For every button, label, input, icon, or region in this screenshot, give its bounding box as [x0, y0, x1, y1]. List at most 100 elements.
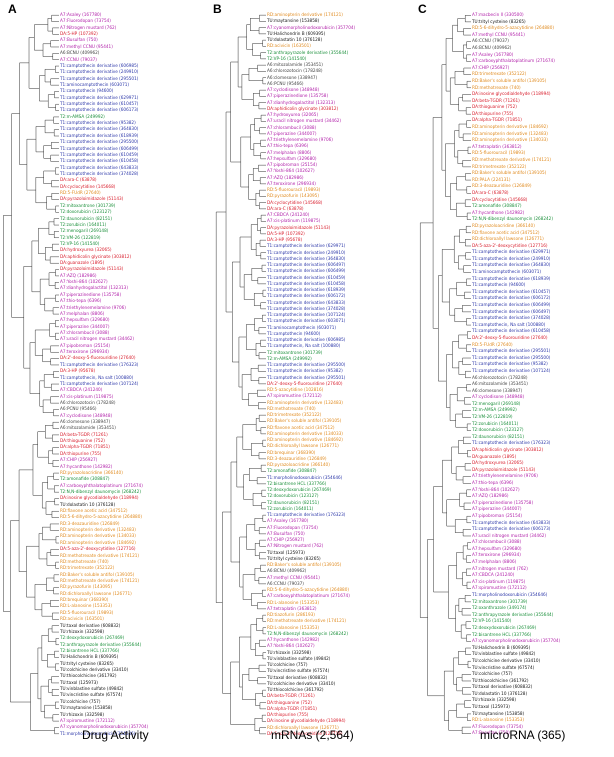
- leaf-label: T2:m-AMSA (249992): [267, 355, 312, 361]
- leaf-label: RD:aminopterin derivative (132483): [267, 399, 343, 405]
- leaf-label: A7:pipobroman (25154): [60, 342, 111, 348]
- leaf-label: T1:camptothecin derivative (610458): [472, 328, 551, 334]
- leaf-label: A7:tetraplatin (363812): [267, 605, 317, 611]
- leaf-label: T1:camptothecin derivative (295500): [472, 354, 551, 360]
- leaf-label: TU:trityl cysteine (83265): [472, 18, 526, 24]
- leaf-label: T1:camptothecin, Na salt (100880): [267, 343, 341, 349]
- leaf-label: T1:aminocamptothecin (603071): [267, 324, 337, 330]
- leaf-label: A7:thio-tepa (6396): [60, 298, 102, 304]
- leaf-label: A7:carboxyphthalatoplatinum (271674): [472, 58, 555, 64]
- leaf-label: A7:thio-tepa (6396): [472, 479, 514, 485]
- leaf-label: A7:hepsulfam (329680): [472, 545, 522, 551]
- leaf-label: DA:5-aza-2'-deoxycytidine (127716): [60, 546, 136, 552]
- leaf-label: RD:trimetrexate (352122): [267, 412, 322, 417]
- leaf-label: A7:methyl CCNU (95441): [60, 43, 113, 49]
- leaf-label: TU:vincristine sulfate (67574): [60, 692, 123, 698]
- leaf-label: T2:VM-26 (122819): [60, 234, 101, 240]
- leaf-label: TU:rhizoxin (332598): [472, 697, 517, 703]
- leaf-label: A6:clomesone (338947): [60, 419, 111, 425]
- leaf-label: T1:camptothecin derivative (643833): [267, 299, 346, 305]
- leaf-label: A7:Nitrogen mustard (762): [267, 543, 324, 549]
- leaf-label: T2:deoxydoxorubicin (267469): [60, 635, 125, 641]
- leaf-label: DA:3-HP (95678): [267, 237, 303, 242]
- leaf-label: A7:piperazinedione (135758): [267, 93, 329, 99]
- leaf-label: RD:L-alanosine (153353): [472, 717, 524, 723]
- leaf-label: A7:AZQ (182986): [472, 493, 509, 499]
- leaf-label: RD:methotrexate (740): [472, 84, 521, 90]
- leaf-label: T1:camptothecin derivative (176323): [60, 361, 139, 367]
- leaf-label: A7:CBDCA (241240): [472, 572, 515, 578]
- leaf-label: A6:chlorozotocin (178248): [472, 374, 528, 380]
- leaf-label: T1:camptothecin derivative (107124): [267, 312, 346, 317]
- leaf-label: T1:camptothecin derivative (643833): [472, 519, 551, 525]
- leaf-label: T2:bisantrene HCL (337766): [472, 631, 532, 637]
- leaf-label: A7:Yoshi-864 (102627): [267, 168, 315, 174]
- leaf-label: DA:ara-C (63878): [60, 177, 97, 183]
- leaf-label: DA:thiopurine (755): [267, 712, 309, 717]
- leaf-labels: RD:aminopterin derivative (174121) TU:may…: [267, 12, 407, 737]
- leaf-label: A7:spiromustine (172112): [60, 717, 115, 723]
- leaf-label: DA:aphidicolin glycinate (303812): [472, 447, 544, 452]
- leaf-label: A7:thio-tepa (6396): [267, 143, 309, 149]
- leaf-label: T2:m-AMSA (249992): [60, 113, 105, 119]
- leaf-label: T1:camptothecin derivative (618939): [60, 132, 139, 138]
- leaf-label: TU:maytansine (153858): [267, 18, 320, 24]
- leaf-label: T1:camptothecin derivative (606985): [60, 62, 139, 68]
- leaf-label: DA:alpha-TGDR (71851): [472, 117, 522, 123]
- leaf-label: T2:deoxydoxorubicin (267469): [267, 487, 332, 492]
- leaf-label: T2:doxorubicin (123127): [472, 427, 524, 433]
- leaf-label: RD:3-deazauridine (126849): [472, 183, 532, 189]
- leaf-label: T1:camptothecin derivative (95382): [472, 361, 548, 367]
- leaf-label: A7:teroxirone (296934): [60, 349, 109, 355]
- leaf-label: DA:2'-deoxy-5-fluorouridine (27640): [267, 380, 343, 386]
- leaf-label: T2:zorubicin (164011): [267, 505, 314, 511]
- leaf-label: T1:camptothecin derivative (610457): [60, 101, 139, 107]
- leaf-label: A7:piperazinedione (135758): [472, 499, 534, 505]
- leaf-label: A7:melphalan (8806): [60, 310, 105, 316]
- leaf-label: TU:colchicine (757): [472, 671, 513, 677]
- leaf-label: A6:BCNU (409962): [60, 50, 100, 56]
- leaf-label: A7:piperazine (344007): [472, 506, 522, 512]
- leaf-label: T1:camptothecin derivative (606499): [60, 145, 139, 151]
- leaf-label: A7:cis-platinum (119875): [472, 578, 526, 584]
- leaf-label: A7:chlorambucil (3088): [60, 329, 110, 335]
- leaf-label: TU:maytansine (153858): [60, 705, 113, 711]
- leaf-label: A7:pipobroman (25154): [472, 512, 523, 518]
- leaf-label: RD:brequinar (368390): [267, 449, 316, 455]
- leaf-label: TU:thiocolchicine (361792): [267, 687, 324, 692]
- leaf-label: A7:Yoshi-864 (102627): [267, 643, 315, 649]
- leaf-label: T1:camptothecin derivative (95382): [60, 120, 136, 126]
- leaf-label: DA:cyclocytidine (145668): [60, 183, 116, 189]
- leaf-label: T1:camptothecin (94600): [267, 330, 321, 336]
- leaf-labels: A7:macbecin II (330500) TU:trityl cystein…: [472, 12, 612, 737]
- leaf-label: TU:dolastatin 10 (376128): [267, 37, 323, 42]
- leaf-label: TU:rhizoxin (332598): [267, 649, 312, 655]
- leaf-label: A7:uracil nitrogen mustard (34462): [60, 336, 135, 342]
- leaf-label: A7:piperazine (344007): [60, 323, 110, 329]
- leaf-label: TU:Halichondrin B (609395): [472, 644, 531, 650]
- leaf-label: DA:alpha-TGDR (71851): [267, 705, 317, 711]
- leaf-label: TU:taxol (125973): [60, 679, 98, 685]
- leaf-label: A7:CHIP (256927): [267, 537, 305, 542]
- leaf-label: A6:clomesone (338947): [267, 74, 318, 80]
- leaf-label: A7:Asaley (167780): [472, 51, 514, 57]
- leaf-label: T1:camptothecin derivative (606497): [267, 262, 346, 267]
- leaf-label: T2:VM-26 (122819): [472, 414, 513, 420]
- leaf-label: A6:mitozolamide (353451): [267, 62, 323, 67]
- leaf-label: T1:camptothecin derivative (606499): [472, 302, 551, 307]
- leaf-label: T1:morpholinodoxorubicin (354646): [60, 730, 136, 736]
- leaf-label: T1:camptothecin derivative (295501): [267, 374, 346, 380]
- leaf-label: TU:thiocolchicine (361792): [60, 673, 117, 679]
- leaf-label: A7:triethylenemelamine (9706): [60, 304, 126, 310]
- panel-letter: C: [418, 2, 427, 16]
- leaf-label: RD:acivicin (163501): [267, 43, 311, 49]
- leaf-label: DA:hydroxyurea (32065): [60, 247, 112, 253]
- leaf-label: RD:dichloroallyl lawsone (126771): [267, 443, 339, 449]
- leaf-label: TU:colchicine derivative (33410): [60, 667, 129, 673]
- leaf-label: DA:2'-deoxy-5-fluorouridine (27640): [472, 334, 548, 340]
- leaf-label: A7:cyclodisone (348948): [267, 87, 320, 92]
- leaf-label: DA:5-HP (107392): [267, 230, 305, 236]
- leaf-label: T1:camptothecin derivative (295500): [60, 139, 139, 145]
- leaf-label: T2:daunorubicin (82151): [60, 215, 112, 221]
- leaf-label: TU:taxol (125973): [472, 704, 510, 710]
